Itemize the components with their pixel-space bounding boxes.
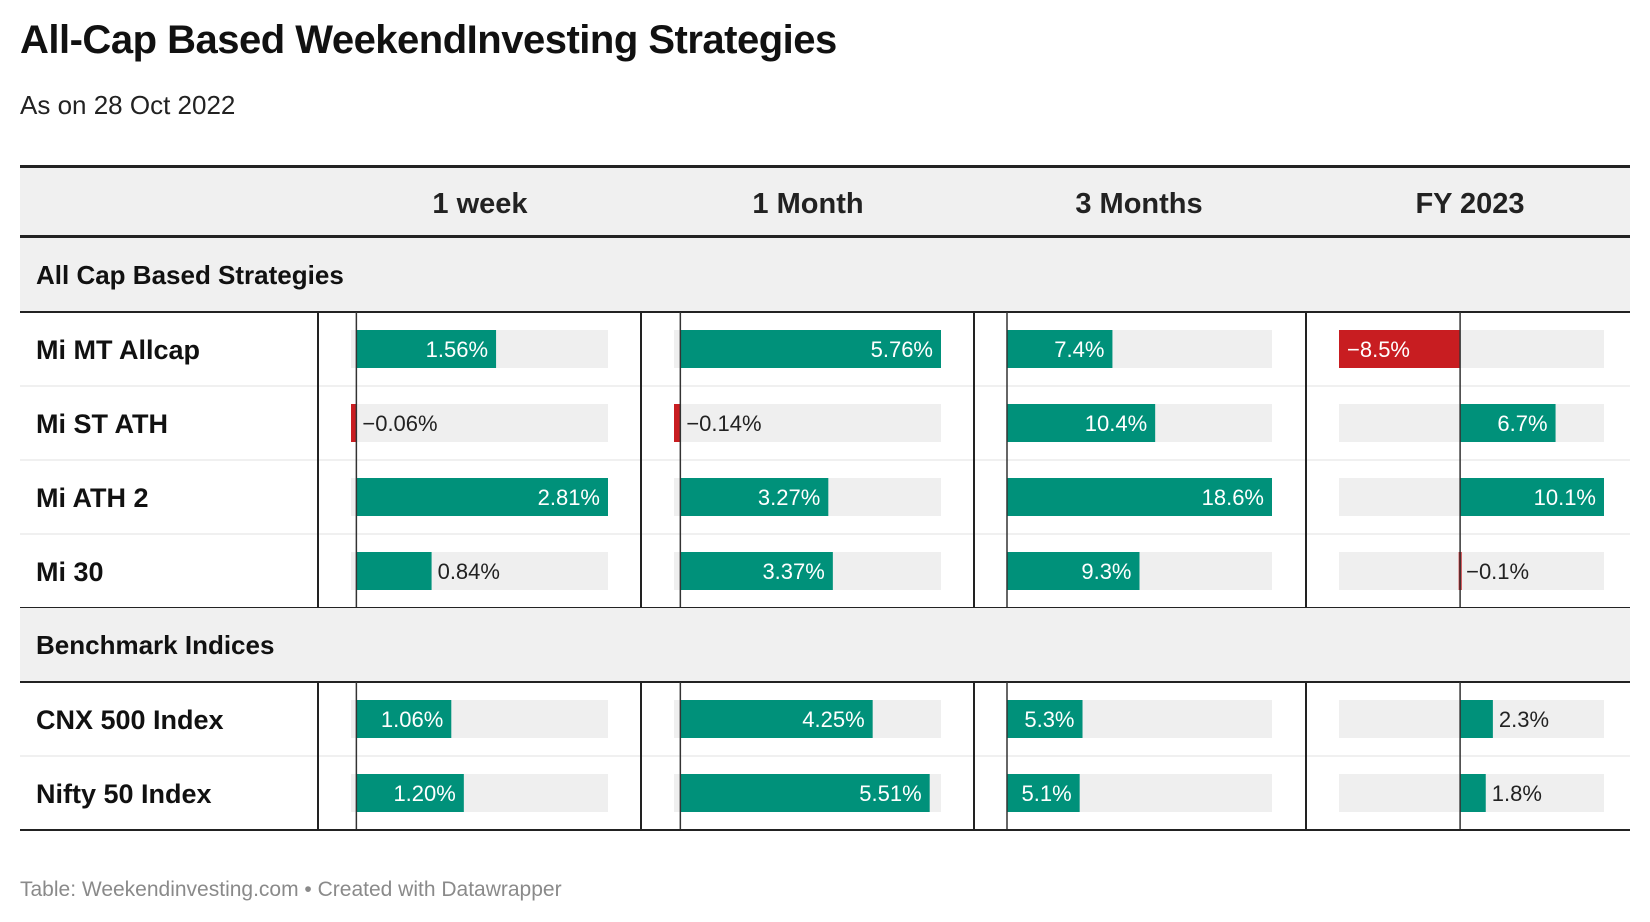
group-label: All Cap Based Strategies [36, 260, 344, 290]
bar [351, 404, 357, 442]
column-divider [1305, 312, 1307, 608]
bar-value-label: 5.3% [1024, 707, 1074, 732]
bar [1007, 330, 1113, 368]
bar-value-label: 1.8% [1492, 781, 1542, 806]
column-header: 1 Month [752, 188, 863, 220]
row-label: Mi 30 [36, 557, 104, 587]
group-label: Benchmark Indices [36, 630, 274, 660]
bar [1007, 774, 1080, 812]
bar-value-label: −0.14% [686, 411, 761, 436]
zero-line [679, 682, 682, 830]
column-header: 1 week [432, 188, 528, 220]
bar-value-label: 18.6% [1202, 485, 1264, 510]
bar [356, 700, 452, 738]
row-label: Mi ATH 2 [36, 483, 149, 513]
bar [680, 552, 833, 590]
bar [1339, 330, 1461, 368]
bar [1460, 700, 1493, 738]
column-divider [973, 682, 975, 830]
bar-value-label: 2.81% [538, 485, 600, 510]
column-divider [640, 312, 642, 608]
bar-value-label: 3.27% [758, 485, 820, 510]
row-label: Nifty 50 Index [36, 779, 212, 809]
column-divider [973, 312, 975, 608]
bar [1007, 552, 1140, 590]
group-band [20, 608, 1630, 682]
zero-line [355, 312, 358, 608]
column-divider [317, 682, 319, 830]
zero-line [679, 312, 682, 608]
row-separator [20, 385, 1630, 387]
bar [680, 700, 873, 738]
bar-value-label: 6.7% [1497, 411, 1547, 436]
row-label: CNX 500 Index [36, 705, 224, 735]
bar [1460, 774, 1486, 812]
bar [1007, 700, 1083, 738]
bar-track [674, 404, 941, 442]
bar-track [351, 404, 608, 442]
bar [680, 774, 930, 812]
group-band [20, 238, 1630, 312]
bar [680, 330, 941, 368]
column-divider [1305, 682, 1307, 830]
bar [1460, 404, 1556, 442]
bar [680, 478, 829, 516]
group-rule [20, 681, 1630, 683]
bar-value-label: 5.51% [859, 781, 921, 806]
bar [356, 774, 464, 812]
bar-value-label: 5.76% [871, 337, 933, 362]
zero-line [1006, 312, 1008, 608]
bar-value-label: 10.4% [1085, 411, 1147, 436]
row-separator [20, 459, 1630, 461]
bar [1460, 478, 1604, 516]
bar-value-label: −0.06% [362, 411, 437, 436]
bar-value-label: 1.20% [393, 781, 455, 806]
header-bottom-rule [20, 235, 1630, 238]
row-label: Mi MT Allcap [36, 335, 200, 365]
chart-title: All-Cap Based WeekendInvesting Strategie… [20, 18, 837, 62]
bar-value-label: 4.25% [802, 707, 864, 732]
bar [356, 330, 497, 368]
bar-value-label: 7.4% [1054, 337, 1104, 362]
bar-value-label: −0.1% [1466, 559, 1529, 584]
bar-value-label: −8.5% [1347, 337, 1410, 362]
bar-value-label: 5.1% [1022, 781, 1072, 806]
bar-value-label: 0.84% [438, 559, 500, 584]
bar-value-label: 9.3% [1081, 559, 1131, 584]
bar-track [1339, 552, 1604, 590]
bar-value-label: 10.1% [1534, 485, 1596, 510]
bar-value-label: 2.3% [1499, 707, 1549, 732]
group-rule [20, 311, 1630, 313]
chart-footer: Table: Weekendinvesting.com • Created wi… [20, 878, 562, 901]
bar-value-label: 3.37% [762, 559, 824, 584]
chart-subtitle: As on 28 Oct 2022 [20, 90, 236, 120]
column-divider [640, 682, 642, 830]
bar [356, 478, 608, 516]
header-top-rule [20, 165, 1630, 168]
header-band [20, 168, 1630, 238]
column-header: FY 2023 [1415, 188, 1524, 220]
bar [356, 552, 432, 590]
bar [1007, 478, 1272, 516]
column-header: 3 Months [1075, 188, 1202, 220]
block-bottom-rule [20, 829, 1630, 831]
bar [674, 404, 681, 442]
zero-line [1459, 682, 1461, 830]
row-label: Mi ST ATH [36, 409, 168, 439]
zero-line [1006, 682, 1008, 830]
row-separator [20, 533, 1630, 535]
column-divider [317, 312, 319, 608]
bar [1007, 404, 1156, 442]
bar-value-label: 1.56% [426, 337, 488, 362]
bar-value-label: 1.06% [381, 707, 443, 732]
row-separator [20, 755, 1630, 757]
zero-line [355, 682, 358, 830]
zero-line [1459, 312, 1461, 608]
